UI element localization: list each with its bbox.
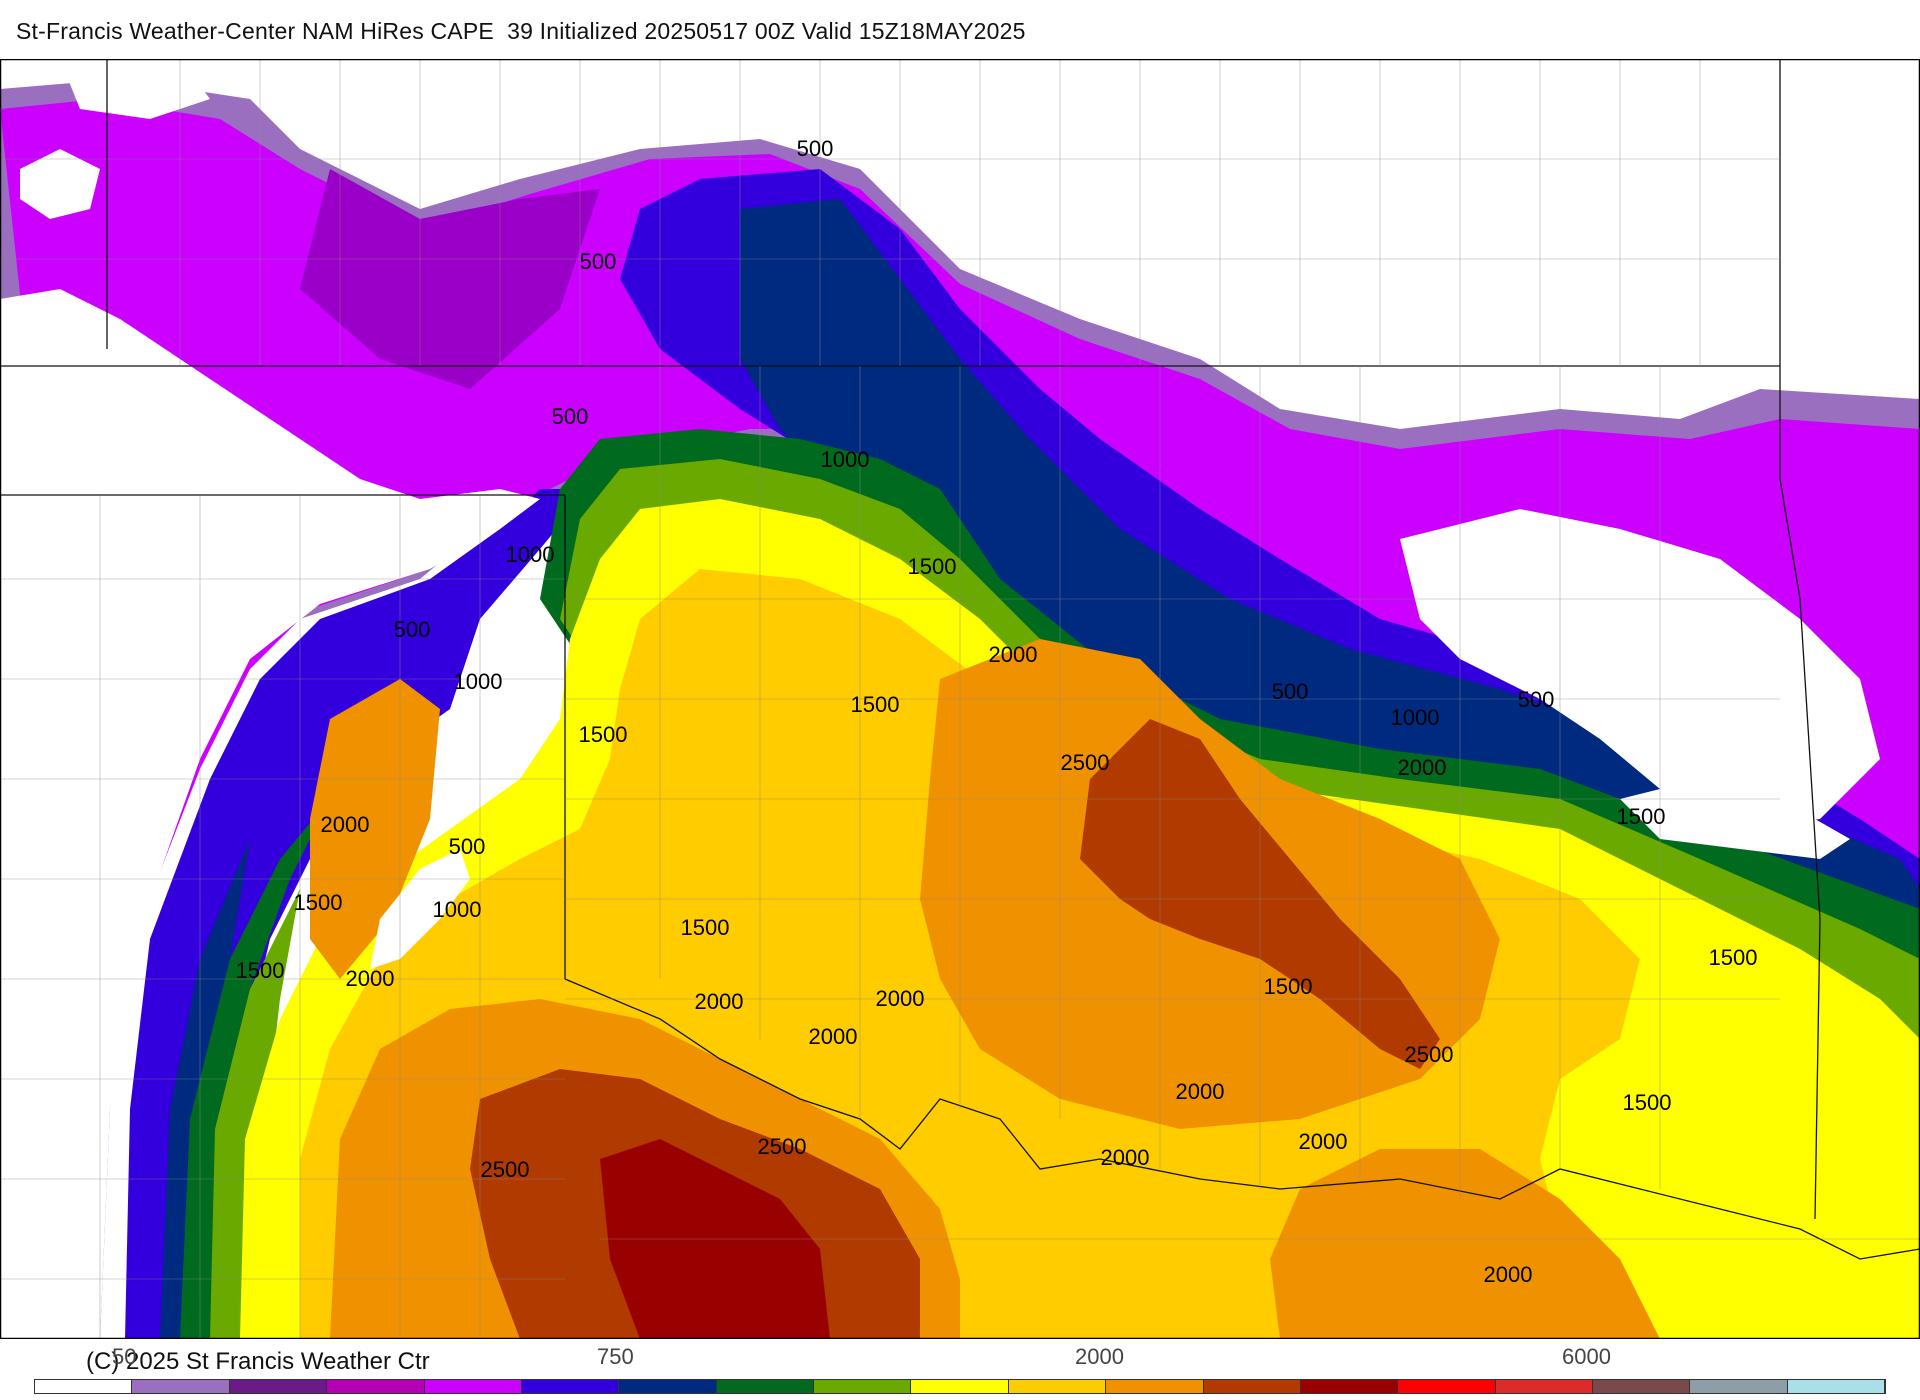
contour-label: 1500	[681, 915, 730, 940]
contour-label: 2500	[758, 1134, 807, 1159]
contour-label: 1000	[821, 447, 870, 472]
colorbar-tick: 6000	[1562, 1344, 1611, 1369]
contour-label: 500	[797, 136, 834, 161]
contour-label: 1500	[1264, 974, 1313, 999]
contour-label: 1500	[1623, 1090, 1672, 1115]
colorbar-swatch	[229, 1380, 328, 1393]
state-boundaries	[0, 59, 1920, 1260]
colorbar-swatch	[619, 1380, 717, 1393]
contour-label: 1500	[851, 692, 900, 717]
low-cape-area	[20, 149, 1880, 969]
contour-label: 1000	[454, 669, 503, 694]
colorbar-swatch	[132, 1380, 230, 1393]
contour-label: 1000	[506, 542, 555, 567]
contour-label: 2000	[346, 966, 395, 991]
contour-label: 2000	[321, 812, 370, 837]
colorbar	[34, 1379, 1886, 1394]
colorbar-swatch	[1787, 1380, 1886, 1393]
contour-label: 500	[394, 617, 431, 642]
cape-band-purple	[300, 169, 600, 389]
colorbar-tick: 50	[112, 1344, 137, 1369]
contour-label: 2000	[1176, 1079, 1225, 1104]
low-cape-area-nw	[0, 59, 210, 429]
colorbar-swatch	[1203, 1380, 1301, 1393]
county-lines	[0, 59, 1920, 1339]
colorbar-tick: 750	[597, 1344, 634, 1369]
cape-map: 500 500 500 500 500 500 500 1000 1000 1000 1000 100…	[0, 59, 1920, 1339]
contour-label: 500	[449, 834, 486, 859]
contour-label: 1500	[579, 722, 628, 747]
colorbar-swatch	[1690, 1380, 1788, 1393]
colorbar-swatch	[716, 1380, 814, 1393]
contour-label: 1500	[1617, 804, 1666, 829]
contour-label: 2000	[1299, 1129, 1348, 1154]
cape-band-navy	[160, 199, 1920, 1339]
contour-label: 2500	[1061, 750, 1110, 775]
colorbar-swatch	[1398, 1380, 1496, 1393]
colorbar-swatch	[1106, 1380, 1204, 1393]
contour-label: 2000	[989, 642, 1038, 667]
contour-label: 2000	[695, 989, 744, 1014]
contour-label: 1500	[294, 890, 343, 915]
colorbar-swatch	[1495, 1380, 1593, 1393]
contour-label: 500	[1518, 687, 1555, 712]
contour-label: 500	[552, 404, 589, 429]
map-title: St-Francis Weather-Center NAM HiRes CAPE…	[16, 18, 1026, 44]
contour-label: 1500	[236, 958, 285, 983]
contour-label: 500	[1272, 679, 1309, 704]
contour-label: 500	[580, 249, 617, 274]
colorbar-swatch	[814, 1380, 912, 1393]
cape-band-magenta	[0, 99, 1920, 1339]
colorbar-swatch	[35, 1380, 133, 1393]
colorbar-swatch	[424, 1380, 522, 1393]
copyright-text: (C) 2025 St Francis Weather Ctr	[86, 1348, 430, 1375]
contour-label: 2000	[1398, 755, 1447, 780]
contour-label: 2000	[1101, 1145, 1150, 1170]
contour-labels: 500 500 500 500 500 500 500 1000 1000 1000 1000 100…	[236, 136, 1758, 1287]
colorbar-tick: 2000	[1075, 1344, 1124, 1369]
contour-label: 1500	[1709, 945, 1758, 970]
contour-label: 2500	[481, 1157, 530, 1182]
contour-label: 1500	[908, 554, 957, 579]
colorbar-swatch	[1008, 1380, 1107, 1393]
colorbar-swatch	[327, 1380, 425, 1393]
low-cape-area-west	[0, 289, 540, 1339]
contour-label: 2000	[876, 986, 925, 1011]
colorbar-swatch	[521, 1380, 620, 1393]
colorbar-swatch	[1300, 1380, 1399, 1393]
contour-label: 2500	[1405, 1042, 1454, 1067]
contour-label: 1000	[433, 897, 482, 922]
contour-label: 1000	[1391, 705, 1440, 730]
contour-label: 2000	[809, 1024, 858, 1049]
contour-label: 2000	[1484, 1262, 1533, 1287]
colorbar-swatch	[1593, 1380, 1691, 1393]
colorbar-swatch	[911, 1380, 1009, 1393]
